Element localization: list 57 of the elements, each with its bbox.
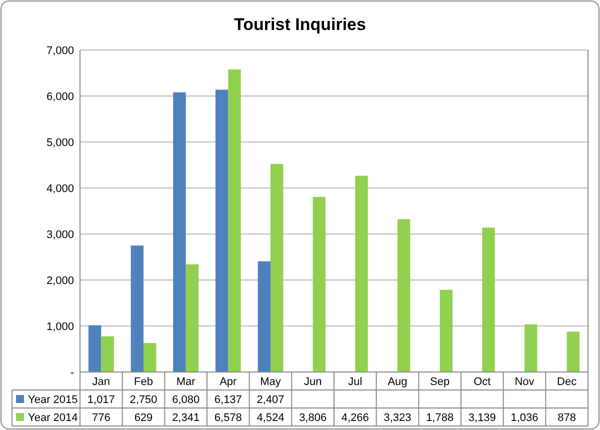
x-tick-label: May: [260, 376, 282, 388]
x-tick-label: Jan: [92, 376, 110, 388]
y-tick-label: 5,000: [46, 136, 74, 149]
bar: [186, 264, 199, 372]
data-label: 2,750: [130, 394, 158, 406]
x-tick-label: Sep: [430, 376, 450, 388]
y-tick-label: 3,000: [46, 228, 74, 241]
y-tick-label: -: [70, 366, 74, 379]
bar: [355, 176, 368, 372]
bar: [215, 90, 228, 372]
data-label: 6,578: [214, 412, 242, 424]
data-label: 3,139: [468, 412, 496, 424]
y-tick-label: 4,000: [46, 182, 74, 195]
data-label: 1,017: [87, 394, 115, 406]
bar: [482, 228, 495, 372]
bar: [440, 290, 453, 372]
bar: [228, 69, 241, 372]
x-tick-label: Jul: [348, 376, 362, 388]
data-label: 4,266: [341, 412, 369, 424]
bar: [101, 336, 114, 372]
data-label: 3,323: [384, 412, 412, 424]
bar: [144, 343, 156, 372]
bar: [312, 196, 326, 372]
data-label: 629: [134, 412, 153, 424]
data-label: 6,137: [214, 394, 242, 406]
data-label: 6,080: [172, 394, 200, 406]
x-tick-label: Apr: [220, 376, 238, 388]
y-tick-label: 6,000: [46, 90, 74, 103]
x-tick-label: Feb: [134, 376, 153, 388]
y-tick-label: 2,000: [46, 274, 74, 287]
legend-label: Year 2015: [28, 394, 78, 406]
data-label: 4,524: [256, 412, 284, 424]
x-tick-label: Nov: [514, 376, 535, 388]
bar: [524, 324, 538, 372]
legend-label: Year 2014: [28, 412, 78, 424]
y-tick-label: 7,000: [46, 44, 74, 57]
y-tick-label: 1,000: [46, 320, 74, 333]
data-label: 776: [92, 412, 110, 424]
bar: [270, 164, 284, 372]
bar: [173, 92, 186, 372]
bar: [258, 261, 270, 372]
bar: [398, 219, 410, 372]
data-label: 2,341: [172, 412, 200, 424]
chart-title: Tourist Inquiries: [234, 15, 366, 34]
data-label: 3,806: [299, 412, 327, 424]
data-label: 1,036: [510, 412, 538, 424]
bar: [88, 325, 102, 372]
bar: [566, 332, 580, 372]
data-label: 1,788: [426, 412, 454, 424]
bar: [130, 246, 144, 372]
x-tick-label: Dec: [557, 376, 578, 388]
data-label: 2,407: [256, 394, 284, 406]
x-tick-label: Aug: [388, 376, 408, 388]
x-tick-label: Jun: [304, 376, 322, 388]
data-label: 878: [558, 412, 576, 424]
x-tick-label: Oct: [474, 376, 491, 388]
x-tick-label: Mar: [176, 376, 196, 388]
